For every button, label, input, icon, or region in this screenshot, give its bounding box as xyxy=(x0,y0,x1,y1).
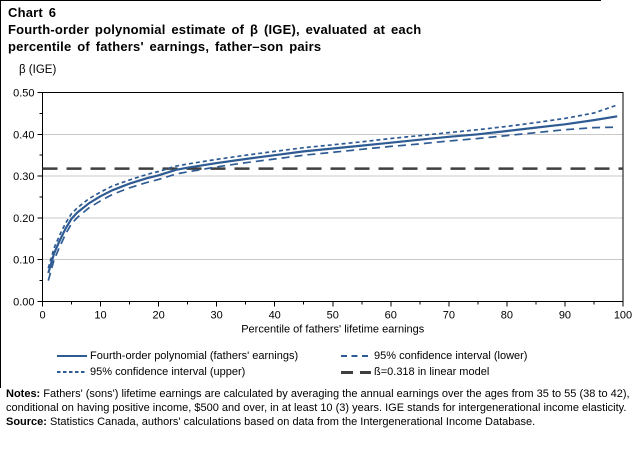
svg-text:40: 40 xyxy=(269,310,281,322)
svg-text:90: 90 xyxy=(559,310,571,322)
solid-line-swatch-icon xyxy=(57,355,87,357)
legend-item-polynomial: Fourth-order polynomial (fathers' earnin… xyxy=(57,350,341,362)
legend-item-ci-upper: 95% confidence interval (upper) xyxy=(57,366,341,378)
svg-text:50: 50 xyxy=(327,310,339,322)
svg-text:10: 10 xyxy=(94,310,106,322)
source-text: Statistics Canada, authors' calculations… xyxy=(50,416,536,428)
svg-text:20: 20 xyxy=(152,310,164,322)
source-paragraph: Source: Statistics Canada, authors' calc… xyxy=(6,416,638,430)
footnotes: Notes: Fathers' (sons') lifetime earning… xyxy=(6,388,638,431)
svg-text:60: 60 xyxy=(385,310,397,322)
notes-label: Notes: xyxy=(6,388,41,400)
chart-title-line1: Fourth-order polynomial estimate of β (I… xyxy=(8,22,422,37)
source-label: Source: xyxy=(6,416,47,428)
chart-header: Chart 6 Fourth-order polynomial estimate… xyxy=(8,4,421,55)
svg-text:100: 100 xyxy=(614,310,632,322)
short-dashed-line-swatch-icon xyxy=(57,371,87,373)
svg-text:0.40: 0.40 xyxy=(13,129,34,141)
svg-text:0.30: 0.30 xyxy=(13,171,34,183)
svg-text:30: 30 xyxy=(211,310,223,322)
notes-text: Fathers' (sons') lifetime earnings are c… xyxy=(6,388,630,414)
legend-label: 95% confidence interval (upper) xyxy=(90,366,246,378)
legend-label: ß=0.318 in linear model xyxy=(374,366,490,378)
legend: Fourth-order polynomial (fathers' earnin… xyxy=(57,350,527,378)
y-axis-label: β (IGE) xyxy=(19,64,57,76)
svg-text:0.00: 0.00 xyxy=(13,297,34,309)
dashed-line-swatch-icon xyxy=(341,355,371,357)
long-dashed-line-swatch-icon xyxy=(341,370,371,374)
svg-text:0: 0 xyxy=(39,310,45,322)
svg-text:0.10: 0.10 xyxy=(13,255,34,267)
svg-text:80: 80 xyxy=(501,310,513,322)
svg-text:0.50: 0.50 xyxy=(13,88,34,100)
chart-svg: 0.00 0.10 0.20 0.30 0.40 0.50 0 10 20 30 40 50 60 70 8… xyxy=(13,88,632,336)
plot-area: 0.00 0.10 0.20 0.30 0.40 0.50 0 10 20 30 40 50 60 70 8… xyxy=(0,84,643,342)
legend-label: 95% confidence interval (lower) xyxy=(374,350,528,362)
chart-title-line2: percentile of fathers' earnings, father–… xyxy=(8,39,322,54)
notes-paragraph: Notes: Fathers' (sons') lifetime earning… xyxy=(6,388,638,415)
chart-number: Chart 6 xyxy=(8,5,57,20)
legend-item-linear-model: ß=0.318 in linear model xyxy=(341,366,527,378)
svg-text:70: 70 xyxy=(443,310,455,322)
left-border-rule xyxy=(0,0,1,388)
legend-item-ci-lower: 95% confidence interval (lower) xyxy=(341,350,527,362)
legend-label: Fourth-order polynomial (fathers' earnin… xyxy=(90,350,299,362)
svg-text:Percentile of fathers' lifetim: Percentile of fathers' lifetime earnings xyxy=(241,324,425,336)
svg-text:0.20: 0.20 xyxy=(13,213,34,225)
top-border-rule xyxy=(0,0,601,1)
